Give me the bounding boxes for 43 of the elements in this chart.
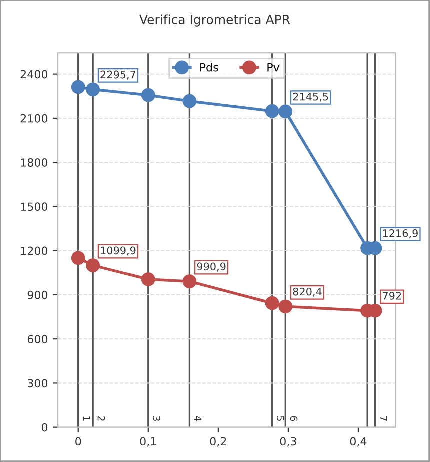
y-tick-label: 1200 — [21, 246, 48, 256]
x-tick-label: 0,3 — [280, 437, 296, 447]
point — [71, 251, 86, 266]
x-tick-label: 0,4 — [350, 437, 367, 447]
chart-title: Verifica Igrometrica APR — [140, 14, 290, 27]
data-label: 820,4 — [293, 288, 322, 297]
annotation: 3 — [153, 416, 160, 422]
annotation: 4 — [194, 416, 202, 422]
annotation: 2 — [98, 416, 106, 421]
annotation: 7 — [380, 416, 388, 421]
legend-label: Pds — [200, 63, 218, 72]
annotation: 5 — [277, 416, 284, 421]
data-label: 792 — [383, 292, 402, 300]
point — [71, 80, 86, 94]
point — [141, 88, 156, 102]
point — [182, 94, 197, 108]
y-tick-label: 2100 — [20, 114, 48, 123]
y-tick-label: 1500 — [21, 202, 48, 212]
x-tick-label: 0 — [76, 437, 82, 446]
y-tick-label: 900 — [28, 290, 48, 300]
data-label: 1099,9 — [101, 246, 136, 256]
point — [182, 274, 197, 289]
point — [278, 300, 293, 314]
point — [265, 296, 280, 310]
x-tick-label: 0,1 — [140, 437, 156, 447]
y-tick-label: 600 — [28, 335, 48, 344]
point — [265, 104, 280, 118]
data-label: 990,9 — [197, 262, 226, 272]
y-tick-label: 2400 — [20, 70, 48, 79]
point — [86, 82, 100, 97]
point — [141, 272, 156, 286]
point — [86, 258, 100, 272]
data-label: 2295,7 — [100, 70, 136, 80]
data-label: 1216,9 — [383, 230, 418, 238]
legend-label: Pv — [268, 63, 280, 72]
y-tick-label: 0 — [42, 423, 48, 432]
x-tick-label: 0,2 — [210, 437, 226, 447]
y-tick-label: 300 — [28, 379, 48, 388]
annotation: 1 — [83, 416, 90, 421]
point — [278, 104, 293, 119]
annotation: 6 — [290, 416, 298, 422]
data-label: 2145,5 — [293, 92, 328, 102]
y-tick-label: 1800 — [21, 158, 48, 167]
